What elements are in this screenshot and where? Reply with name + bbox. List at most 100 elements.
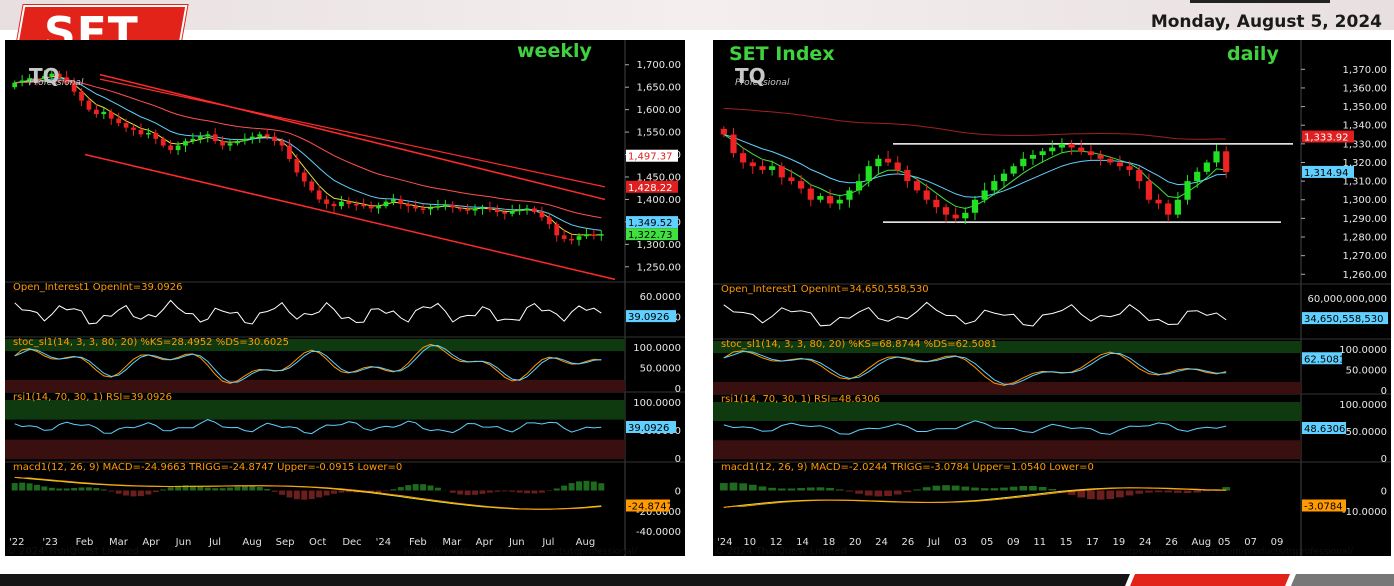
candle-body: [42, 75, 47, 80]
top-line: [1190, 0, 1330, 3]
candle-body: [346, 201, 352, 204]
macd-histogram-bar: [78, 487, 85, 491]
candle-body: [591, 234, 597, 236]
macd-histogram-bar: [1009, 486, 1018, 491]
macd-histogram-bar: [301, 490, 308, 500]
rsi-tick-label: 0: [1381, 454, 1387, 465]
candle-body: [272, 136, 277, 142]
price-tag-label: 1,349.52: [628, 218, 673, 229]
rsi-tag-bg: [1302, 422, 1346, 434]
macd-histogram-bar: [434, 487, 441, 491]
daily-oi-label: Open_Interest1 OpenInt=34,650,558,530: [721, 284, 929, 295]
candle-body: [472, 208, 478, 211]
candle-body: [383, 201, 389, 207]
candle-body: [904, 169, 911, 182]
candle-body: [220, 141, 225, 146]
candle-body: [249, 136, 255, 139]
candle-body: [1058, 143, 1066, 148]
stoch-k-line: [723, 350, 1227, 386]
macd-histogram-bar: [249, 485, 256, 491]
candle-body: [827, 196, 834, 204]
macd-tag-bg: [626, 499, 670, 512]
macd-histogram-bar: [845, 490, 854, 492]
macd-histogram-bar: [108, 490, 115, 492]
macd-histogram-bar: [922, 487, 931, 491]
macd-tick-label: -40.0000: [636, 527, 681, 538]
price-tag-label: 1,428.22: [628, 183, 673, 194]
candle-body: [576, 236, 582, 240]
macd-histogram-bar: [990, 488, 999, 491]
macd-histogram-bar: [293, 490, 300, 500]
macd-tag-bg: [1302, 499, 1346, 512]
macd-histogram-bar: [48, 487, 55, 491]
candle-body: [1136, 169, 1143, 182]
candle-body: [1097, 155, 1104, 159]
candle-body: [480, 207, 485, 210]
candle-body: [175, 145, 181, 151]
candle-body: [798, 181, 805, 189]
candle-body: [1165, 203, 1172, 215]
x-tick-label: 09: [1270, 537, 1284, 548]
weekly-url[interactable]: https://www.thaiquest.com/products/tqpro…: [404, 547, 638, 557]
price-tick-label: 1,600.00: [636, 105, 681, 116]
weekly-x-axis: '22 '23 Feb Mar Apr Jun Jul Aug Sep Oct Dec '24 Feb M…: [5, 537, 625, 549]
daily-chart-panel: 1,370.00 1,360.00 1,350.00 1,340.00 1,330.00…: [713, 40, 1391, 556]
price-tick-label: 1,290.00: [1342, 214, 1387, 225]
candle-body: [532, 208, 537, 212]
open-interest-line: [723, 301, 1227, 327]
daily-x-axis: '24 10 12 14 18 20 24 26 Jul 03 05 09 11 15 17 19 24 26 Au…: [713, 537, 1303, 549]
candle-body: [294, 159, 300, 173]
macd-histogram-bar: [486, 490, 493, 493]
macd-tick-label: -10.0000: [1342, 507, 1387, 518]
candle-body: [730, 134, 737, 154]
ma-mid-line: [14, 78, 602, 231]
macd-histogram-bar: [1164, 490, 1173, 493]
macd-histogram-bar: [1048, 489, 1057, 491]
tq-logo: TQ: [735, 64, 766, 88]
x-tick-label: '23: [42, 537, 58, 548]
macd-histogram-bar: [472, 490, 479, 495]
macd-histogram-bar: [345, 490, 352, 493]
macd-histogram-bar: [864, 490, 873, 496]
candle-body: [86, 100, 92, 110]
macd-histogram-bar: [874, 490, 883, 497]
macd-histogram-bar: [806, 487, 815, 491]
candle-body: [257, 134, 263, 137]
daily-timeframe-label: daily: [1227, 43, 1279, 65]
price-tick-label: 1,310.00: [1342, 177, 1387, 188]
macd-histogram-bar: [531, 490, 538, 494]
macd-histogram-bar: [19, 482, 26, 491]
rsi-tick-label: 50.0000: [1346, 427, 1387, 438]
candle-body: [1049, 147, 1056, 152]
lower-trendline: [84, 153, 616, 281]
candle-body: [145, 132, 151, 135]
macd-histogram-bar: [182, 485, 189, 491]
macd-histogram-bar: [1077, 490, 1086, 498]
candle-body: [12, 82, 18, 88]
macd-histogram-bar: [538, 490, 545, 493]
rsi-tag-label: 48.6306: [1304, 424, 1345, 435]
tq-logo-sub: Professional: [29, 78, 84, 88]
daily-url[interactable]: https://www.thaiquest.com/products/tqpro…: [1120, 547, 1354, 557]
macd-histogram-bar: [816, 487, 825, 491]
x-tick-label: 14: [796, 537, 809, 548]
candle-body: [720, 128, 727, 135]
macd-histogram-bar: [568, 483, 575, 491]
macd-histogram-bar: [449, 490, 456, 493]
candle-body: [740, 153, 747, 163]
candle-body: [339, 201, 344, 207]
macd-histogram-bar: [739, 483, 748, 491]
x-tick-label: Mar: [109, 537, 128, 548]
weekly-copyright: © 2024 ThaiQuest Limited: [6, 546, 140, 557]
price-tick-label: 1,300.00: [1342, 195, 1387, 206]
macd-histogram-bar: [390, 489, 397, 491]
macd-histogram-bar: [768, 487, 776, 491]
macd-histogram-bar: [524, 490, 531, 494]
candle-body: [353, 203, 359, 206]
candle-body: [457, 207, 463, 210]
candle-body: [27, 78, 32, 81]
stoch-tick-label: 100.0000: [1339, 345, 1387, 356]
x-tick-label: Jun: [509, 537, 525, 548]
macd-histogram-bar: [1135, 490, 1144, 494]
candle-body: [923, 190, 930, 200]
